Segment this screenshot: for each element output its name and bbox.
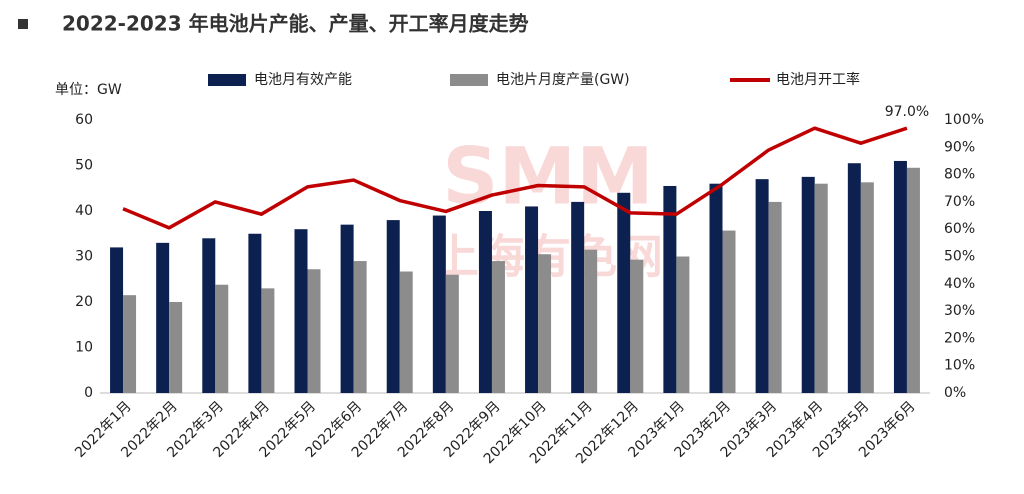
bar bbox=[307, 269, 321, 393]
line bbox=[122, 126, 908, 230]
y2-tick-label: 10% bbox=[944, 358, 975, 374]
bar bbox=[215, 284, 229, 393]
bar bbox=[445, 274, 459, 393]
bar bbox=[584, 249, 598, 393]
legend-swatch bbox=[208, 74, 246, 86]
bar bbox=[538, 254, 552, 393]
bar bbox=[294, 229, 308, 393]
bar bbox=[248, 233, 262, 393]
bar bbox=[156, 242, 170, 393]
y-tick-label: 10 bbox=[75, 340, 93, 356]
bar bbox=[755, 179, 769, 393]
legend-label: 电池月有效产能 bbox=[254, 72, 352, 88]
bar bbox=[432, 215, 446, 393]
y2-tick-label: 60% bbox=[944, 221, 975, 237]
data-label: 97.0% bbox=[885, 104, 929, 120]
bar bbox=[491, 261, 505, 393]
bar bbox=[801, 176, 815, 393]
y2-tick-label: 80% bbox=[944, 167, 975, 183]
chart-title: 2022-2023 年电池片产能、产量、开工率月度走势 bbox=[62, 12, 529, 36]
y2-tick-label: 0% bbox=[944, 385, 966, 401]
bar bbox=[617, 192, 631, 393]
bar bbox=[202, 238, 216, 393]
bar bbox=[478, 211, 492, 393]
bar bbox=[169, 302, 183, 393]
bar bbox=[893, 160, 907, 393]
y-tick-label: 0 bbox=[84, 385, 93, 401]
bar bbox=[399, 271, 413, 393]
bar bbox=[261, 288, 275, 393]
y2-tick-label: 20% bbox=[944, 330, 975, 346]
y-tick-label: 60 bbox=[75, 112, 93, 128]
y-tick-label: 20 bbox=[75, 294, 93, 310]
bar bbox=[768, 201, 782, 393]
bar bbox=[676, 256, 690, 393]
bar bbox=[814, 183, 828, 393]
legend-swatch bbox=[450, 74, 488, 86]
legend-label: 电池片月度产量(GW) bbox=[496, 72, 630, 88]
bar bbox=[722, 230, 736, 393]
title-marker bbox=[18, 19, 28, 29]
bar bbox=[847, 163, 861, 393]
y2-tick-label: 40% bbox=[944, 276, 975, 292]
bar bbox=[663, 185, 677, 393]
y-tick-label: 40 bbox=[75, 203, 93, 219]
bar bbox=[571, 201, 585, 393]
y-tick-label: 30 bbox=[75, 249, 93, 265]
y2-tick-label: 70% bbox=[944, 194, 975, 210]
y2-tick-label: 30% bbox=[944, 303, 975, 319]
bar bbox=[123, 295, 137, 393]
bar bbox=[525, 206, 539, 393]
bar bbox=[906, 167, 920, 393]
bar bbox=[353, 261, 367, 393]
bar bbox=[110, 247, 124, 393]
bar bbox=[860, 182, 874, 393]
y-axis-label: 单位：GW bbox=[55, 82, 122, 98]
y-tick-label: 50 bbox=[75, 158, 93, 174]
bar bbox=[630, 259, 644, 393]
y2-tick-label: 90% bbox=[944, 139, 975, 155]
y2-tick-label: 100% bbox=[944, 112, 984, 128]
bar bbox=[386, 220, 400, 393]
y2-tick-label: 50% bbox=[944, 249, 975, 265]
bar bbox=[709, 183, 723, 393]
bar bbox=[340, 224, 354, 393]
legend-label: 电池月开工率 bbox=[776, 71, 860, 88]
